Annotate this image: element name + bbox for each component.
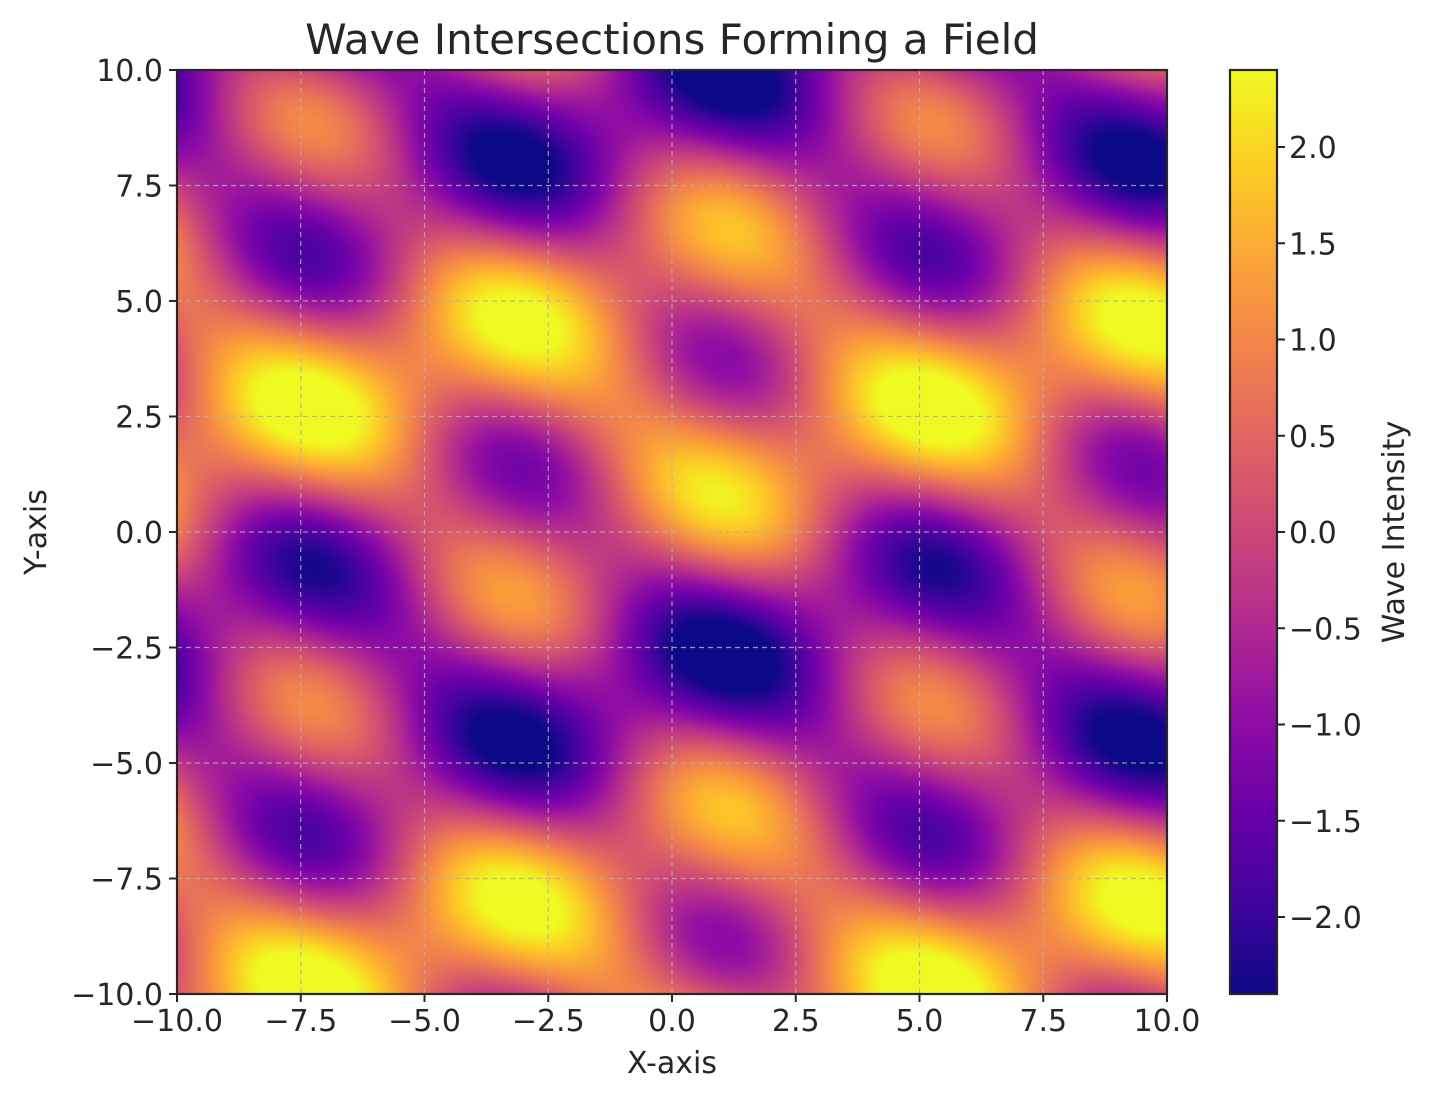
x-tick-label: 7.5 <box>1019 1004 1067 1039</box>
y-tick-label: 0.0 <box>115 516 163 551</box>
y-tick-label: −10.0 <box>71 978 163 1013</box>
y-tick-label: −5.0 <box>90 747 163 782</box>
colorbar-label: Wave Intensity <box>1377 421 1412 643</box>
chart-title: Wave Intersections Forming a Field <box>305 15 1039 64</box>
y-axis: −10.0 −7.5 −5.0 −2.5 0.0 2.5 5.0 7.5 10.0 <box>71 54 177 1013</box>
x-tick-label: 5.0 <box>896 1004 944 1039</box>
colorbar-tick-label: −2.0 <box>1289 901 1362 936</box>
x-tick-label: 0.0 <box>648 1004 696 1039</box>
x-axis: −10.0 −7.5 −5.0 −2.5 0.0 2.5 5.0 7.5 10.0 <box>131 994 1200 1039</box>
colorbar-tick-label: −1.5 <box>1289 805 1362 840</box>
grid <box>177 70 1167 994</box>
x-tick-label: −2.5 <box>512 1004 585 1039</box>
x-tick-label: −10.0 <box>131 1004 223 1039</box>
y-tick-label: 5.0 <box>115 285 163 320</box>
colorbar-tick-label: 1.0 <box>1289 324 1337 359</box>
x-tick-label: 2.5 <box>772 1004 820 1039</box>
colorbar-tick-label: −1.0 <box>1289 709 1362 744</box>
colorbar-axis: −2.0 −1.5 −1.0 −0.5 0.0 0.5 1.0 1.5 2.0 <box>1277 131 1362 936</box>
x-tick-label: −7.5 <box>264 1004 337 1039</box>
y-tick-label: −7.5 <box>90 863 163 898</box>
x-tick-label: −5.0 <box>388 1004 461 1039</box>
colorbar-tick-label: 0.0 <box>1289 516 1337 551</box>
y-tick-label: 7.5 <box>115 170 163 205</box>
colorbar <box>1230 70 1277 994</box>
y-tick-label: −2.5 <box>90 632 163 667</box>
x-axis-label: X-axis <box>627 1046 717 1081</box>
colorbar-tick-label: 0.5 <box>1289 420 1337 455</box>
y-tick-label: 2.5 <box>115 401 163 436</box>
x-tick-label: 10.0 <box>1134 1004 1201 1039</box>
colorbar-tick-label: −0.5 <box>1289 612 1362 647</box>
y-axis-label: Y-axis <box>19 489 54 576</box>
y-tick-label: 10.0 <box>96 54 163 89</box>
colorbar-tick-label: 2.0 <box>1289 131 1337 166</box>
colorbar-tick-label: 1.5 <box>1289 227 1337 262</box>
